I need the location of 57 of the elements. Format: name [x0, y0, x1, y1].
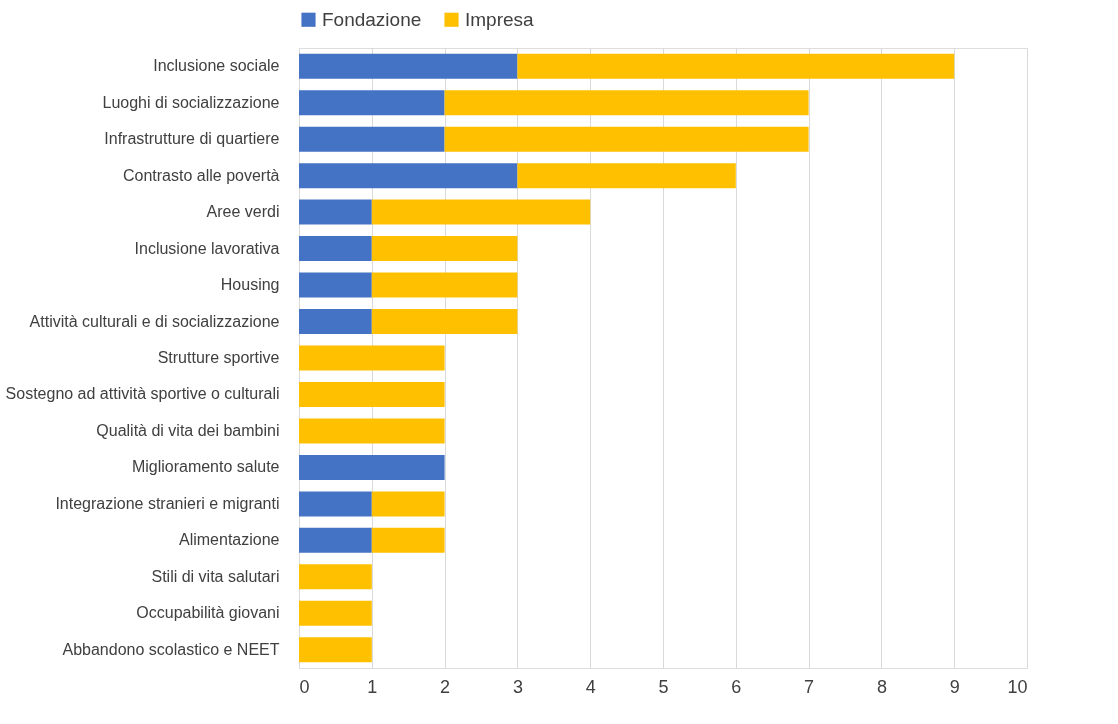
- x-tick-label: 2: [440, 676, 451, 697]
- bar: [299, 53, 518, 79]
- bar: [517, 53, 955, 79]
- y-tick-label: Abbandono scolastico e NEET: [62, 640, 280, 658]
- bar: [444, 126, 809, 152]
- x-tick-label: 9: [949, 676, 960, 697]
- bar: [299, 381, 445, 407]
- bar: [444, 90, 809, 116]
- y-tick-label: Integrazione stranieri e migranti: [55, 494, 280, 512]
- y-tick-label: Strutture sportive: [157, 349, 280, 366]
- bar: [299, 454, 445, 480]
- y-tick-label: Stili di vita salutari: [151, 567, 280, 585]
- y-tick-label: Sostegno ad attività sportive o culturali: [5, 385, 280, 403]
- bar: [299, 90, 445, 116]
- y-tick-label: Infrastrutture di quartiere: [104, 130, 280, 148]
- bar: [517, 163, 736, 189]
- bar: [371, 199, 591, 225]
- x-tick-label: 3: [512, 676, 523, 697]
- x-tick-label: 4: [585, 676, 596, 697]
- bar: [299, 564, 372, 590]
- bar: [299, 272, 372, 298]
- bar: [299, 345, 445, 371]
- bar: [299, 491, 372, 517]
- bar: [299, 418, 445, 444]
- y-tick-label: Contrasto alle povertà: [122, 166, 280, 184]
- bar: [299, 163, 518, 189]
- x-tick-label: 7: [804, 676, 815, 697]
- y-tick-label: Aree verdi: [206, 203, 280, 221]
- y-tick-label: Miglioramento salute: [131, 458, 280, 476]
- bar: [371, 527, 445, 553]
- bar: [299, 126, 445, 152]
- x-tick-label: 6: [731, 676, 742, 697]
- y-tick-label: Occupabilità giovani: [136, 604, 280, 622]
- bar: [371, 272, 518, 298]
- bar: [299, 199, 372, 225]
- bar: [371, 309, 518, 335]
- x-tick-label: 10: [1007, 676, 1028, 697]
- y-tick-label: Alimentazione: [179, 531, 280, 549]
- y-tick-label: Inclusione lavorativa: [134, 239, 280, 257]
- x-tick-label: 0: [299, 676, 310, 697]
- y-tick-label: Housing: [220, 276, 280, 294]
- bar: [371, 236, 518, 262]
- bar: [371, 491, 445, 517]
- bar: [299, 236, 372, 262]
- bar: [299, 637, 372, 663]
- bar: [299, 309, 372, 335]
- legend-label: Fondazione: [322, 8, 422, 30]
- y-tick-label: Inclusione sociale: [153, 57, 280, 75]
- x-tick-label: 1: [367, 676, 378, 697]
- y-tick-label: Qualità di vita dei bambini: [96, 421, 280, 439]
- bar: [299, 527, 372, 553]
- y-tick-label: Luoghi di socializzazione: [102, 93, 280, 111]
- legend-label: Impresa: [465, 8, 535, 30]
- x-tick-label: 5: [658, 676, 669, 697]
- y-tick-label: Attività culturali e di socializzazione: [29, 312, 280, 330]
- bar: [299, 600, 372, 626]
- x-tick-label: 8: [876, 676, 887, 697]
